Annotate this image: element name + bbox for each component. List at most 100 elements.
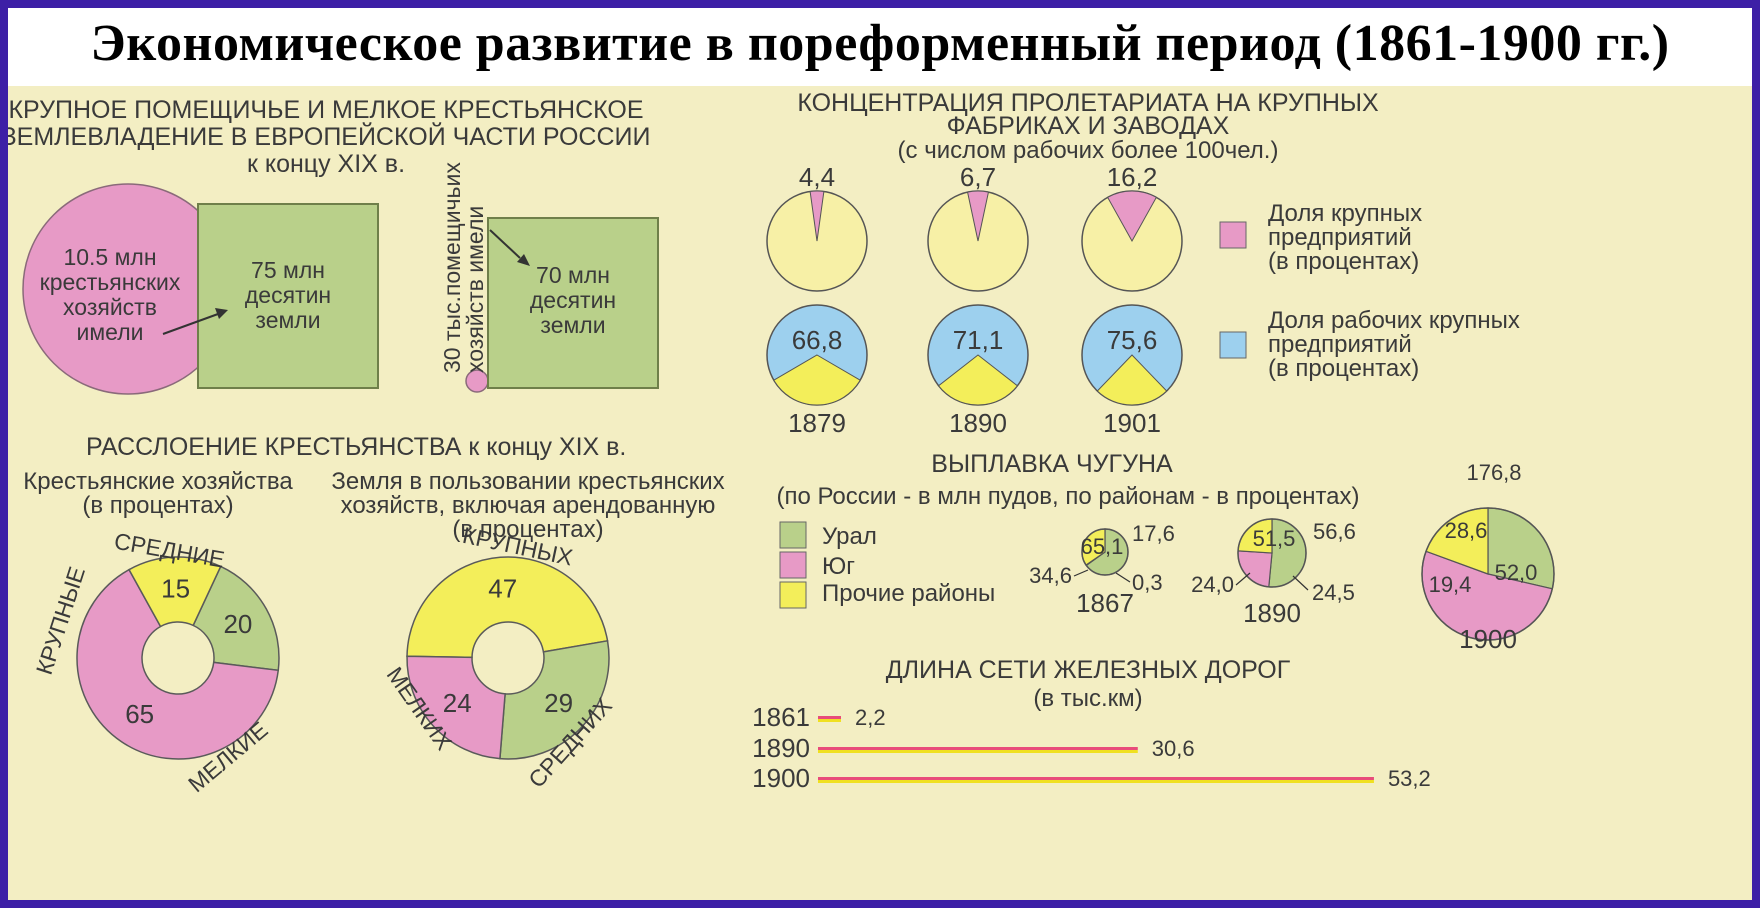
infographic-canvas: КРУПНОЕ ПОМЕЩИЧЬЕ И МЕЛКОЕ КРЕСТЬЯНСКОЕ … [8,89,1555,797]
households-value: 65 [125,699,154,729]
peasant-circle-text-3: хозяйств [63,294,157,320]
legend-swatch-other [779,581,807,609]
proletariat-heading-line-1: КОНЦЕНТРАЦИЯ ПРОЛЕТАРИАТА НА КРУПНЫХ [797,89,1379,117]
proletariat-pies: 4,4 6,7 16,2 66,8 1879 71,1 1890 75,6 1901 [766,162,1183,438]
land-use-heading-line-1: Земля в пользовании крестьянских [331,468,724,495]
iron-1900-south: 52,0 [1495,560,1538,585]
worker-share-label: 66,8 [792,325,843,355]
rail-bar-yellow [818,750,1138,753]
legend-other: Прочие районы [822,580,995,607]
peasant-square-text-1: 75 млн [251,257,325,283]
legend-workers-line-1: Доля рабочих крупных [1268,307,1520,334]
legend-ural: Урал [822,523,877,550]
proletariat-year-label: 1890 [949,408,1007,438]
iron-1890-other: 24,0 [1191,572,1234,597]
legend-enterprises-line-2: предприятий [1268,224,1412,251]
legend-swatch-workers [1219,331,1247,359]
iron-year-label: 1890 [1243,598,1301,628]
worker-share-label: 71,1 [953,325,1004,355]
land-heading-line-3: к концу XIX в. [247,150,405,178]
iron-1900-total: 176,8 [1466,460,1521,485]
land-use-segment [406,655,506,760]
worker-share-label: 75,6 [1107,325,1158,355]
households-heading-line-1: Крестьянские хозяйства [23,468,293,495]
households-value: 15 [161,574,190,604]
landlord-arrow-head [517,254,530,266]
iron-1890-south: 24,5 [1312,580,1355,605]
stratification-heading: РАССЛОЕНИЕ КРЕСТЬЯНСТВА к концу XIX в. [86,433,626,461]
rail-heading-line-1: ДЛИНА СЕТИ ЖЕЛЕЗНЫХ ДОРОГ [886,656,1291,684]
peasant-square-text-2: десятин [245,282,331,308]
iron-pie-outline [1421,507,1555,641]
rail-value-label: 2,2 [855,705,886,730]
iron-1867-other-leader [1073,569,1089,577]
iron-heading-line-1: ВЫПЛАВКА ЧУГУНА [931,450,1173,478]
enterprise-pie-slice [1106,190,1158,243]
proletariat-heading-line-3: (с числом рабочих более 100чел.) [898,137,1279,164]
households-segment [192,565,280,672]
iron-1890-other-leader [1235,572,1251,586]
land-heading-line-2: ЗЕМЛЕВЛАДЕНИЕ В ЕВРОПЕЙСКОЙ ЧАСТИ РОССИИ [8,121,650,151]
peasant-land-square [197,203,379,389]
peasant-square-text-3: земли [255,307,320,333]
proletariat-heading-line-2: ФАБРИКАХ И ЗАВОДАХ [947,112,1230,140]
iron-pie-outline [1237,518,1307,588]
land-use-heading-line-3: (в процентах) [452,516,603,543]
land-ownership-section: КРУПНОЕ ПОМЕЩИЧЬЕ И МЕЛКОЕ КРЕСТЬЯНСКОЕ … [8,96,659,395]
households-segment [128,556,222,628]
peasant-circle-text-4: имели [77,319,144,345]
worker-pie-slice [1096,354,1168,406]
iron-pies: 1867 1890 1900 65,1 17,6 0,3 34,6 51,5 56,6 24,5 2… [1029,460,1555,654]
page-title: Экономическое развитие в пореформенный п… [90,15,1670,72]
title-bar: Экономическое развитие в пореформенный п… [8,8,1752,86]
landlord-square-text-2: десятин [530,287,616,313]
peasant-circle-text-1: 10.5 млн [63,244,156,270]
iron-1867-ural: 65,1 [1081,534,1124,559]
enterprise-share-label: 16,2 [1107,162,1158,192]
land-use-segment [499,639,610,760]
rail-bars: 1861 2,2 1890 30,6 1900 53,2 [752,702,1431,793]
land-use-value: 29 [544,688,573,718]
households-value: 20 [223,609,252,639]
iron-1867-total: 17,6 [1132,521,1175,546]
legend-enterprises-line-1: Доля крупных [1268,200,1422,227]
iron-1890-ural: 51,5 [1253,526,1296,551]
legend-swatch-ural [779,521,807,549]
legend-swatch-south [779,551,807,579]
peasant-circle-text-2: крестьянских [40,269,181,295]
landlord-land-square [487,217,659,389]
legend-workers-line-2: предприятий [1268,331,1412,358]
land-use-heading-line-2: хозяйств, включая арендованную [341,492,716,519]
iron-1900-ural: 28,6 [1445,518,1488,543]
rail-value-label: 53,2 [1388,766,1431,791]
enterprise-share-label: 4,4 [799,162,835,192]
rail-year-label: 1890 [752,733,810,763]
worker-pie-slice [773,354,861,406]
iron-pie-slice [1237,550,1273,588]
iron-1900-other: 19,4 [1429,572,1472,597]
legend-swatch-enterprises [1219,221,1247,249]
iron-section: ВЫПЛАВКА ЧУГУНА (по России - в млн пудов… [776,450,1555,654]
enterprise-share-label: 6,7 [960,162,996,192]
rail-bar-red [818,716,841,719]
stratification-section: РАССЛОЕНИЕ КРЕСТЬЯНСТВА к концу XIX в. К… [23,433,724,797]
iron-1867-south: 0,3 [1132,570,1163,595]
households-donut-chart: 20 65 15 [76,556,280,760]
households-heading-line-2: (в процентах) [82,492,233,519]
peasant-arrow-line [162,313,219,335]
landlord-vertical-text-1: 30 тыс.помещичьих [439,162,465,373]
rail-year-label: 1900 [752,763,810,793]
legend-south: Юг [822,553,855,580]
rail-bar-yellow [818,719,841,722]
iron-1867-other: 34,6 [1029,563,1072,588]
iron-pie-outline [1081,528,1129,576]
rail-bar-yellow [818,780,1374,783]
landlord-square-text-3: земли [540,312,605,338]
households-segment [76,568,280,760]
iron-1890-south-leader [1292,575,1309,591]
land-heading-line-1: КРУПНОЕ ПОМЕЩИЧЬЕ И МЕЛКОЕ КРЕСТЬЯНСКОЕ [8,96,643,124]
rail-value-label: 30,6 [1152,736,1195,761]
iron-year-label: 1900 [1459,624,1517,654]
peasant-arrow-head [215,308,228,319]
legend-workers-line-3: (в процентах) [1268,355,1419,382]
